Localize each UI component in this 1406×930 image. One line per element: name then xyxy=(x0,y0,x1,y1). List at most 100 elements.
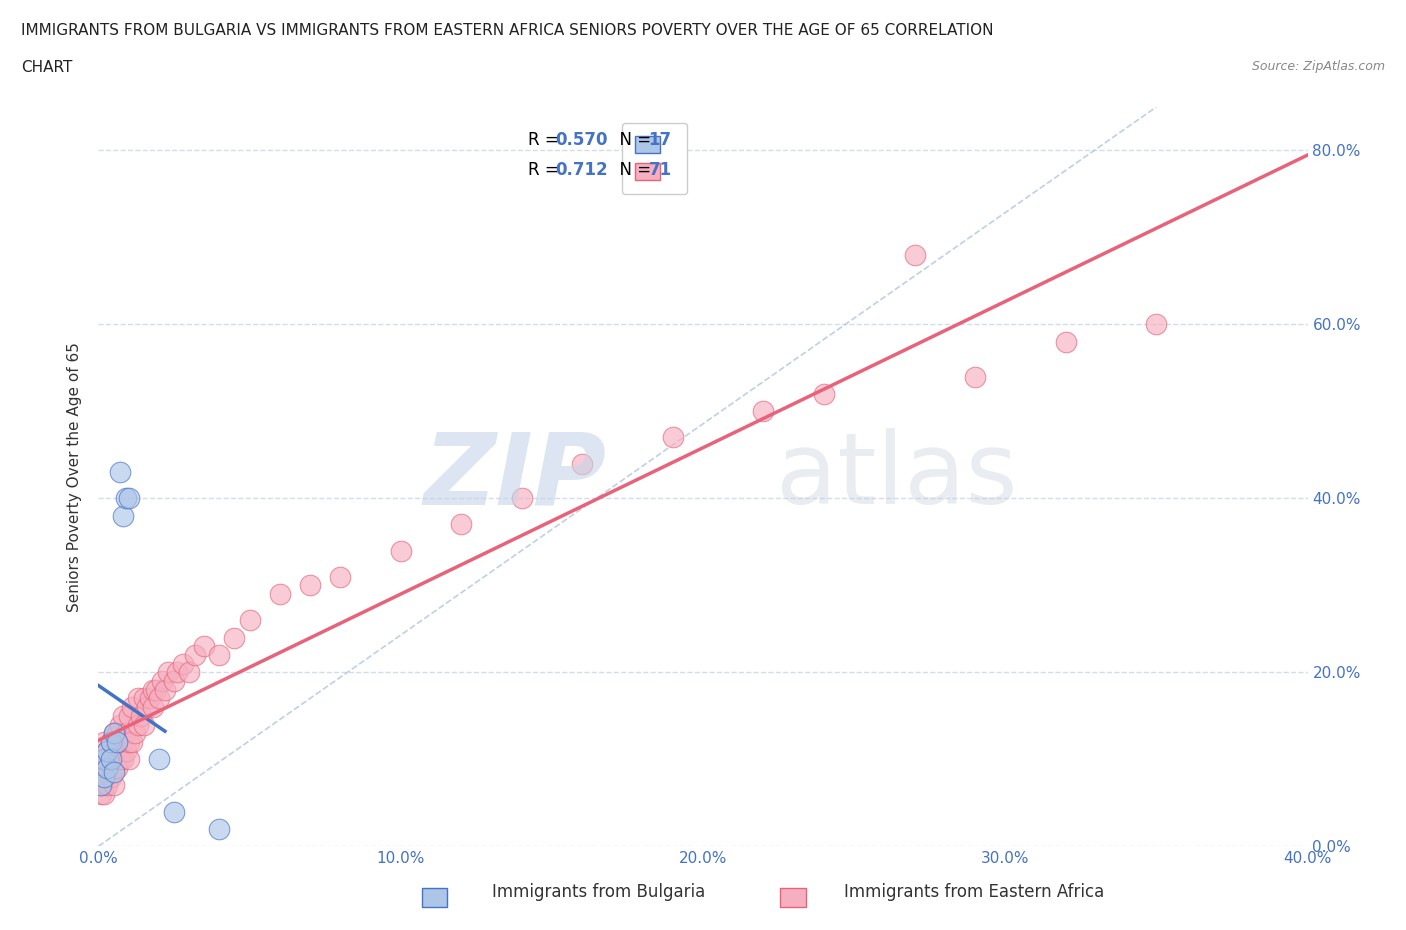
Point xyxy=(269,587,291,602)
Point xyxy=(100,735,122,750)
Point xyxy=(103,761,125,776)
Point xyxy=(103,764,125,779)
Point xyxy=(752,404,775,418)
Point xyxy=(184,647,207,662)
Point xyxy=(150,673,173,688)
Point xyxy=(118,751,141,766)
Point xyxy=(1144,317,1167,332)
Text: R =: R = xyxy=(527,161,564,179)
Point xyxy=(450,517,472,532)
Point xyxy=(148,691,170,706)
Point xyxy=(299,578,322,592)
Point xyxy=(153,683,176,698)
Point xyxy=(105,761,128,776)
Point xyxy=(239,613,262,628)
Point xyxy=(114,743,136,758)
Point xyxy=(389,543,412,558)
Point xyxy=(172,657,194,671)
Point xyxy=(103,743,125,758)
Point xyxy=(93,761,115,776)
Point xyxy=(100,751,122,766)
Point xyxy=(96,778,118,793)
Point xyxy=(129,709,152,724)
Point xyxy=(93,751,115,766)
Point xyxy=(127,691,149,706)
Point xyxy=(132,691,155,706)
Text: 0.570: 0.570 xyxy=(555,131,607,149)
Text: N =: N = xyxy=(609,161,657,179)
Point xyxy=(208,821,231,836)
Point xyxy=(965,369,987,384)
Point xyxy=(103,725,125,740)
Point xyxy=(127,717,149,732)
Point xyxy=(163,804,186,819)
Point xyxy=(510,491,533,506)
Text: R =: R = xyxy=(527,131,564,149)
Point xyxy=(135,699,157,714)
Point xyxy=(111,709,134,724)
Point xyxy=(105,743,128,758)
Point xyxy=(179,665,201,680)
Text: Source: ZipAtlas.com: Source: ZipAtlas.com xyxy=(1251,60,1385,73)
Text: CHART: CHART xyxy=(21,60,73,75)
Point xyxy=(103,725,125,740)
Point xyxy=(148,751,170,766)
Point xyxy=(90,778,112,793)
Point xyxy=(90,769,112,784)
Point xyxy=(103,778,125,793)
Point xyxy=(90,787,112,802)
Point xyxy=(163,673,186,688)
Point xyxy=(96,743,118,758)
Point xyxy=(121,735,143,750)
Point xyxy=(193,639,215,654)
Point xyxy=(100,735,122,750)
Point xyxy=(121,699,143,714)
Legend: , : , xyxy=(621,123,688,194)
Text: 71: 71 xyxy=(648,161,672,179)
Point xyxy=(571,456,593,471)
Point xyxy=(142,683,165,698)
Point xyxy=(904,247,927,262)
Point xyxy=(96,761,118,776)
Point xyxy=(93,751,115,766)
Y-axis label: Seniors Poverty Over the Age of 65: Seniors Poverty Over the Age of 65 xyxy=(67,341,83,612)
Point xyxy=(108,751,131,766)
Point xyxy=(224,631,246,645)
Text: N =: N = xyxy=(609,131,657,149)
Point xyxy=(118,491,141,506)
Point xyxy=(93,769,115,784)
Point xyxy=(105,725,128,740)
Text: 0.712: 0.712 xyxy=(555,161,609,179)
Point xyxy=(111,735,134,750)
Text: 17: 17 xyxy=(648,131,672,149)
Text: Immigrants from Bulgaria: Immigrants from Bulgaria xyxy=(492,884,706,901)
Point xyxy=(100,769,122,784)
Point xyxy=(142,699,165,714)
Point xyxy=(124,725,146,740)
Point xyxy=(96,761,118,776)
Point xyxy=(105,735,128,750)
Point xyxy=(114,491,136,506)
Text: ZIP: ZIP xyxy=(423,428,606,525)
Point xyxy=(1054,335,1077,350)
Point xyxy=(108,465,131,480)
Point xyxy=(118,735,141,750)
Point xyxy=(118,709,141,724)
Point xyxy=(139,691,162,706)
Point xyxy=(93,735,115,750)
Point xyxy=(108,717,131,732)
Point xyxy=(329,569,352,584)
Point xyxy=(156,665,179,680)
Point xyxy=(661,430,683,445)
Point xyxy=(93,787,115,802)
Point xyxy=(111,751,134,766)
Point xyxy=(96,743,118,758)
Point xyxy=(145,683,167,698)
Point xyxy=(166,665,188,680)
Point xyxy=(132,717,155,732)
Point xyxy=(813,387,835,402)
Text: atlas: atlas xyxy=(776,428,1017,525)
Point xyxy=(208,647,231,662)
Text: IMMIGRANTS FROM BULGARIA VS IMMIGRANTS FROM EASTERN AFRICA SENIORS POVERTY OVER : IMMIGRANTS FROM BULGARIA VS IMMIGRANTS F… xyxy=(21,23,994,38)
Point xyxy=(111,509,134,524)
